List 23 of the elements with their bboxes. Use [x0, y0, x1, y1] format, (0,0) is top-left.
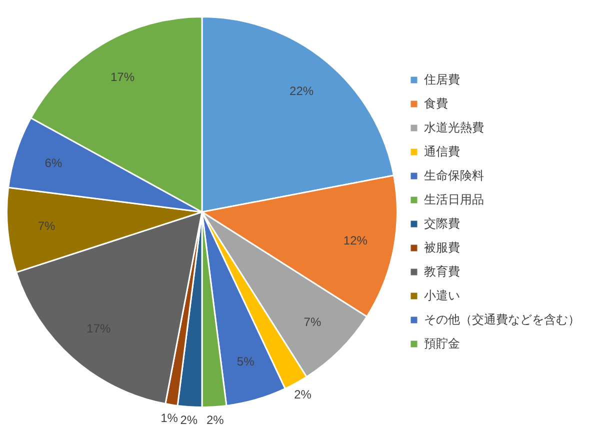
legend-label: 食費: [424, 96, 448, 110]
legend-label: その他（交通費などを含む）: [424, 312, 580, 326]
data-label: 2%: [206, 413, 224, 428]
data-label: 17%: [110, 70, 135, 84]
data-label: 12%: [343, 234, 368, 248]
legend-label: 被服費: [424, 240, 460, 254]
legend-label: 生命保険料: [424, 168, 484, 182]
data-label: 22%: [290, 84, 314, 98]
data-label: 2%: [294, 388, 312, 402]
data-label: 2%: [180, 413, 198, 428]
legend-label: 生活日用品: [424, 192, 484, 206]
data-label: 7%: [38, 219, 56, 234]
data-label: 1%: [160, 410, 178, 425]
legend-label: 交際費: [424, 216, 460, 230]
legend-label: 水道光熱費: [424, 120, 484, 134]
data-label: 7%: [304, 314, 322, 329]
legend-label: 小遣い: [424, 288, 460, 302]
data-label: 5%: [236, 354, 255, 368]
legend-label: 通信費: [424, 144, 460, 158]
legend-label: 住居費: [423, 72, 460, 86]
data-label: 6%: [44, 156, 62, 170]
legend-label: 預貯金: [424, 336, 460, 350]
legend-label: 教育費: [424, 264, 460, 278]
